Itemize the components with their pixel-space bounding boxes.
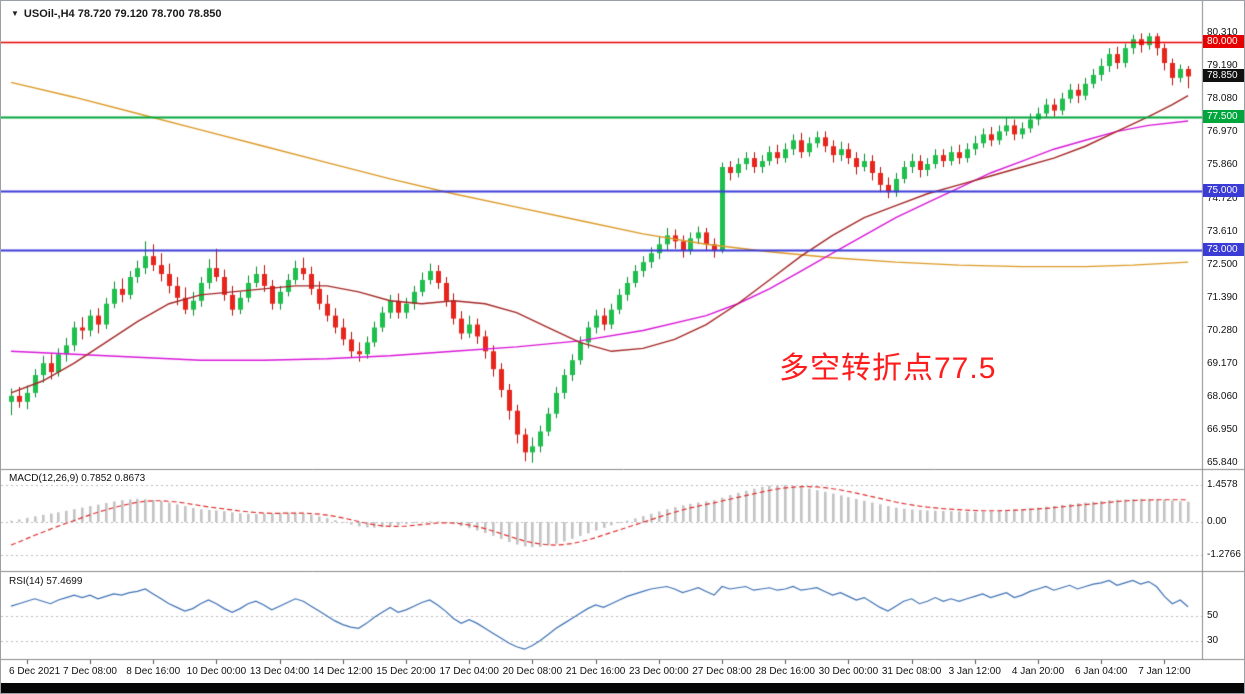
hline-price-badge: 73.000 — [1203, 243, 1244, 257]
macd-axis-label: -1.2766 — [1207, 548, 1241, 560]
chart-annotation-text[interactable]: 多空转折点77.5 — [779, 352, 997, 385]
price-axis-label: 76.970 — [1207, 126, 1238, 138]
time-axis-label: 15 Dec 20:00 — [376, 666, 436, 677]
time-axis-label: 14 Dec 12:00 — [313, 666, 373, 677]
hline-price-badge: 80.000 — [1203, 35, 1244, 49]
chart-marker-icon: ▼ — [11, 9, 19, 18]
price-axis-label: 69.170 — [1207, 358, 1238, 370]
price-axis-label: 80.310 — [1207, 27, 1238, 38]
time-axis-label: 6 Dec 2021 — [9, 666, 61, 677]
time-axis-label: 7 Jan 12:00 — [1138, 666, 1191, 677]
price-axis-label: 72.500 — [1207, 259, 1238, 271]
time-axis-label: 4 Jan 20:00 — [1011, 666, 1065, 677]
symbol-info: ▼ USOil-,H4 78.720 79.120 78.700 78.850 — [11, 8, 221, 20]
price-axis-label: 65.840 — [1207, 457, 1238, 469]
macd-indicator-label: MACD(12,26,9) 0.7852 0.8673 — [9, 473, 146, 484]
time-axis-label: 27 Dec 08:00 — [692, 666, 752, 677]
hline-price-badge: 77.500 — [1203, 109, 1244, 123]
time-axis-label: 8 Dec 16:00 — [126, 666, 181, 677]
time-axis-label: 23 Dec 00:00 — [629, 666, 689, 677]
time-axis-label: 3 Jan 12:00 — [948, 666, 1001, 677]
time-axis-label: 30 Dec 00:00 — [818, 666, 879, 677]
current-price-badge: 78.850 — [1203, 69, 1244, 83]
time-axis-label: 10 Dec 00:00 — [186, 666, 247, 677]
macd-axis-label: 0.00 — [1207, 516, 1227, 527]
macd-axis-label: 1.4578 — [1207, 478, 1238, 490]
price-axis-label: 68.060 — [1207, 391, 1238, 403]
price-axis-label: 74.720 — [1207, 193, 1238, 205]
price-axis-label: 66.950 — [1207, 424, 1238, 436]
price-axis-label: 71.390 — [1207, 292, 1238, 304]
time-axis-label: 31 Dec 08:00 — [881, 666, 942, 677]
symbol-ohlc-text: USOil-,H4 78.720 79.120 78.700 78.850 — [23, 8, 222, 20]
rsi-axis-label: 50 — [1207, 610, 1219, 621]
price-axis-label: 70.280 — [1207, 325, 1238, 337]
bottom-window-strip — [1, 683, 1244, 693]
time-axis-label: 6 Jan 04:00 — [1075, 666, 1128, 677]
price-axis[interactable]: 80.310 79.190 78.080 76.970 75.860 74.720 73.6… — [1203, 1, 1244, 660]
price-axis-label: 75.860 — [1207, 159, 1238, 171]
time-axis-label: 21 Dec 16:00 — [565, 666, 626, 677]
rsi-indicator-label: RSI(14) 57.4699 — [9, 576, 83, 587]
hline-price-badge: 75.000 — [1203, 183, 1244, 197]
price-axis-label: 73.610 — [1207, 226, 1238, 238]
time-axis-label: 28 Dec 16:00 — [755, 666, 815, 677]
time-axis[interactable]: 6 Dec 2021 7 Dec 08:00 8 Dec 16:00 10 Dec 0… — [1, 660, 1202, 683]
time-axis-label: 13 Dec 04:00 — [249, 666, 310, 677]
price-axis-label: 79.190 — [1207, 60, 1238, 72]
price-axis-label: 78.080 — [1207, 93, 1238, 105]
time-axis-label: 20 Dec 08:00 — [502, 666, 563, 677]
rsi-axis-label: 30 — [1207, 634, 1219, 646]
time-axis-label: 17 Dec 04:00 — [439, 666, 499, 677]
time-axis-label: 7 Dec 08:00 — [63, 666, 117, 677]
